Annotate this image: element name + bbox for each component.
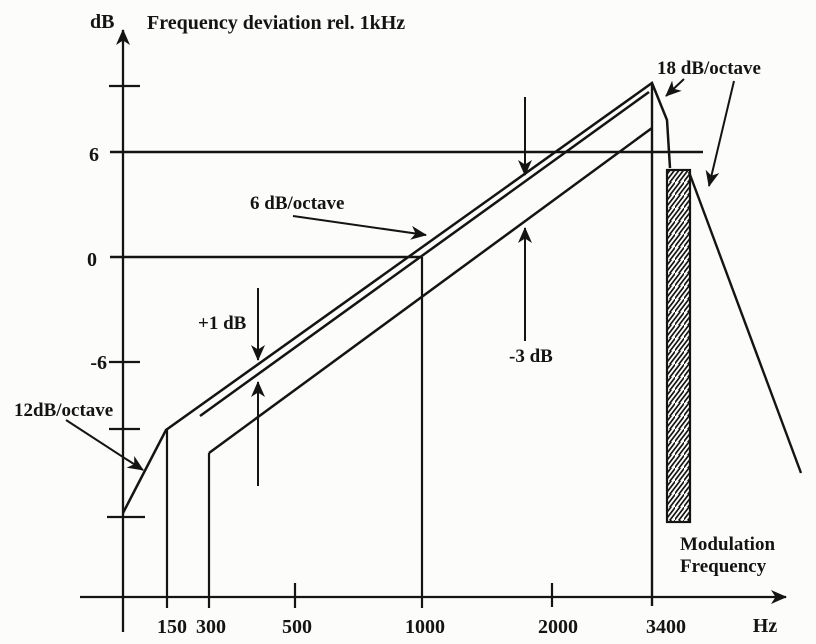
x-tick-label-150: 150 — [157, 616, 187, 638]
x-axis-unit-label: Hz — [753, 615, 778, 637]
x-tick-label-1000: 1000 — [405, 616, 445, 638]
upper-limit-line — [121, 81, 672, 514]
rolloff-18db-line — [687, 171, 803, 474]
minus3db-annotation: -3 dB — [509, 346, 553, 367]
lower-limit-line — [208, 126, 653, 455]
modulation-limit-hatched-bar — [665, 168, 692, 524]
slope12-leader-arrow — [65, 419, 144, 471]
nominal-preemphasis-line — [199, 90, 650, 418]
y-tick-label-6: 6 — [89, 144, 99, 166]
chart-title: Frequency deviation rel. 1kHz — [147, 12, 405, 34]
y-tick-label-0: 0 — [87, 249, 97, 271]
modulation-frequency-label-line1: Modulation — [680, 534, 775, 555]
y-tick-label-minus6: -6 — [90, 352, 107, 374]
slope12-annotation: 12dB/octave — [14, 400, 113, 421]
x-tick-label-3400: 3400 — [646, 616, 686, 638]
annotation-arrows — [65, 78, 735, 486]
plus1db-annotation: +1 dB — [198, 313, 247, 334]
axes — [80, 29, 787, 632]
limit-lines — [121, 81, 803, 514]
y-axis-unit-label: dB — [90, 11, 114, 33]
slope6-annotation: 6 dB/octave — [250, 193, 344, 214]
slope18-annotation: 18 dB/octave — [657, 58, 761, 79]
modulation-frequency-label-line2: Frequency — [680, 556, 767, 577]
slope18-leader-arrow-rolloff — [705, 80, 735, 187]
slope18-leader-arrow-peak — [665, 78, 685, 97]
x-tick-label-300: 300 — [196, 616, 226, 638]
x-tick-label-500: 500 — [282, 616, 312, 638]
slope6-leader-arrow — [292, 215, 427, 240]
x-tick-label-2000: 2000 — [538, 616, 578, 638]
